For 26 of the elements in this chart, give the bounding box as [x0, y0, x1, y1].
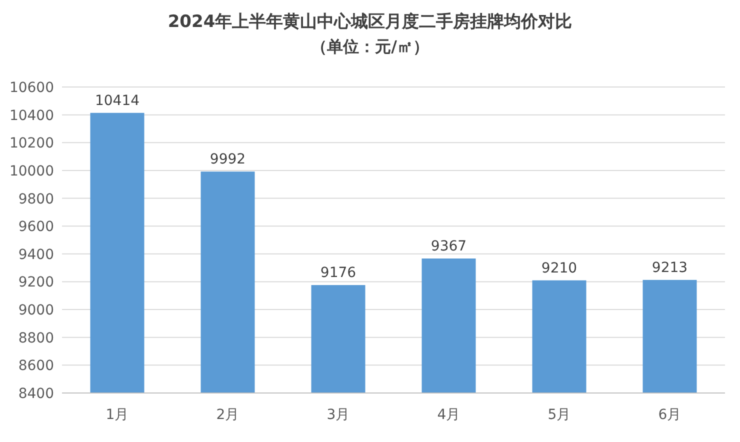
data-label: 9992	[210, 152, 246, 168]
x-tick-label: 1月	[106, 407, 129, 423]
y-tick-label: 9600	[18, 219, 54, 236]
y-tick-label: 8600	[18, 358, 54, 374]
x-tick-label: 3月	[326, 407, 350, 423]
chart-subtitle: （单位：元/㎡）	[311, 37, 429, 56]
y-tick-label: 8800	[18, 330, 54, 346]
x-tick-label: 5月	[548, 407, 571, 423]
x-tick-label: 2月	[216, 407, 240, 423]
data-label: 10414	[94, 92, 140, 109]
y-tick-label: 10200	[9, 136, 54, 152]
data-label: 9213	[652, 260, 688, 276]
y-tick-label: 10400	[9, 108, 54, 124]
data-label: 9176	[320, 265, 356, 282]
y-tick-label: 10600	[9, 80, 54, 96]
x-tick-label: 6月	[658, 407, 682, 423]
y-tick-label: 10000	[9, 163, 54, 180]
chart-title: 2024年上半年黄山中心城区月度二手房挂牌均价对比	[168, 12, 572, 32]
y-tick-label: 9800	[18, 191, 54, 208]
y-tick-label: 9200	[18, 274, 54, 291]
y-tick-label: 9000	[18, 302, 54, 319]
data-label: 9367	[430, 238, 467, 254]
data-label: 9210	[541, 260, 578, 276]
x-tick-label: 4月	[437, 407, 460, 423]
y-tick-label: 9400	[18, 246, 54, 263]
y-tick-label: 8400	[18, 386, 54, 402]
